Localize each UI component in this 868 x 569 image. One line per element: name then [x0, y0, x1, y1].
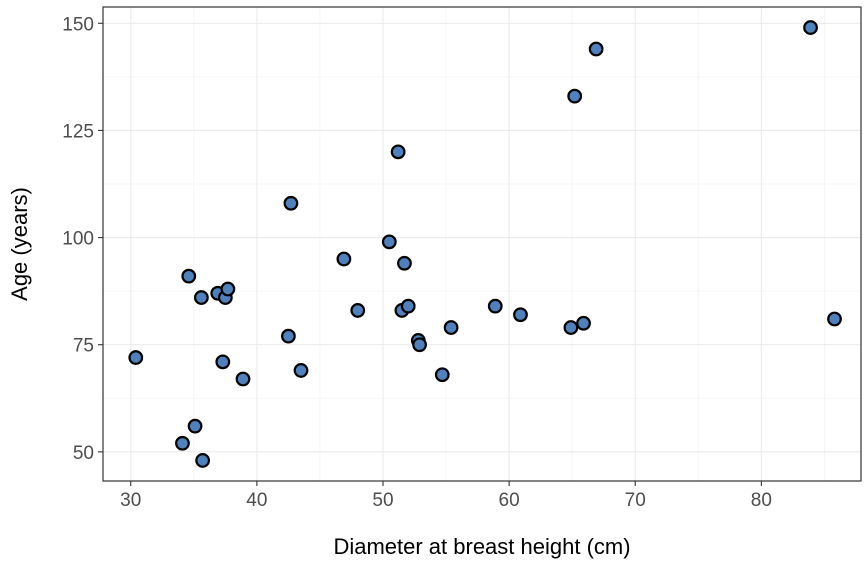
- data-point: [390, 144, 406, 160]
- data-point: [220, 281, 236, 297]
- data-point: [434, 367, 450, 383]
- y-axis-ticks: 50 75 100 125 150: [62, 14, 103, 464]
- data-point: [195, 453, 211, 468]
- data-point: [576, 315, 591, 331]
- data-point: [175, 435, 190, 451]
- data-point: [400, 298, 416, 314]
- x-axis-ticks: 30 40 50 60 70 80: [120, 481, 772, 511]
- data-point: [381, 234, 397, 250]
- x-tick-label: 40: [246, 490, 267, 511]
- data-point: [235, 371, 251, 387]
- y-tick-label: 100: [62, 229, 94, 250]
- x-tick-label: 80: [751, 490, 772, 511]
- y-axis-title: Age (years): [7, 187, 32, 301]
- x-tick-label: 60: [499, 490, 520, 511]
- data-point: [803, 20, 818, 35]
- data-point: [487, 298, 503, 314]
- data-point: [128, 350, 144, 365]
- data-point: [350, 303, 366, 318]
- plot-panel-border: [102, 6, 862, 482]
- data-points: [128, 20, 842, 468]
- data-point: [827, 311, 842, 327]
- data-point: [588, 41, 604, 57]
- data-point: [181, 268, 197, 284]
- data-point: [443, 320, 459, 335]
- data-point: [187, 418, 203, 434]
- data-point: [283, 195, 299, 211]
- x-axis-title: Diameter at breast height (cm): [333, 534, 630, 559]
- data-point: [281, 328, 296, 344]
- data-point: [412, 337, 427, 353]
- data-point: [563, 320, 579, 335]
- y-tick-label: 125: [62, 121, 94, 142]
- data-point: [513, 307, 528, 323]
- major-grid: [103, 7, 861, 481]
- minor-grid: [103, 7, 861, 481]
- y-tick-label: 50: [73, 443, 94, 464]
- data-point: [193, 290, 209, 305]
- data-point: [336, 251, 352, 267]
- x-tick-label: 30: [120, 490, 141, 511]
- data-point: [567, 88, 583, 104]
- data-point: [293, 363, 309, 378]
- y-tick-label: 150: [62, 14, 94, 35]
- x-tick-label: 70: [625, 490, 646, 511]
- data-point: [397, 255, 412, 271]
- y-tick-label: 75: [73, 336, 94, 357]
- x-tick-label: 50: [372, 490, 393, 511]
- data-point: [215, 354, 231, 370]
